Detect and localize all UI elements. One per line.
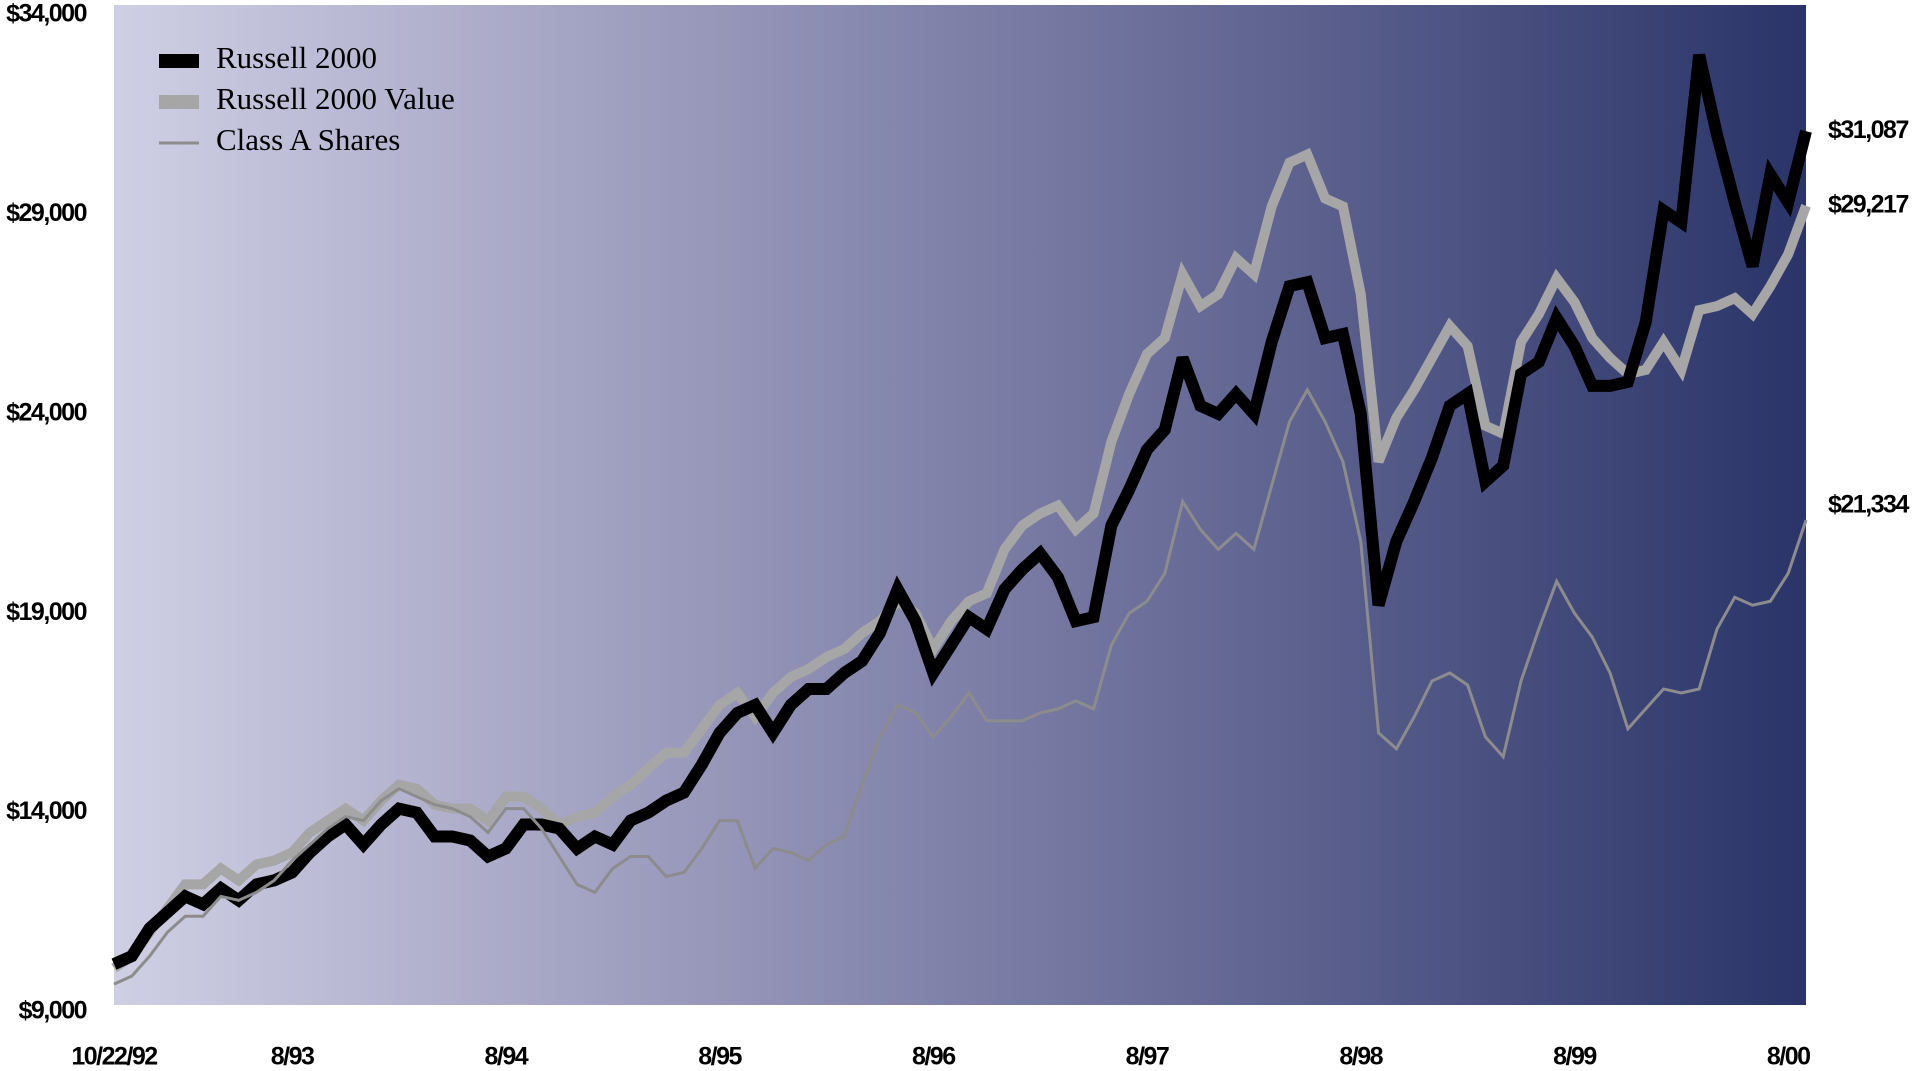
series-line (111, 53, 1812, 970)
legend: Russell 2000 Russell 2000 Value Class A Sh… (159, 40, 455, 157)
legend-label: Russell 2000 (216, 40, 377, 75)
legend-label: Class A Shares (216, 122, 400, 157)
end-label: $31,087 (1828, 116, 1908, 144)
y-tick-label: $34,000 (6, 0, 86, 28)
series-line (111, 147, 1811, 973)
x-tick-label: 8/98 (1339, 1043, 1383, 1071)
x-tick-label: 10/22/92 (71, 1043, 157, 1071)
end-label: $21,334 (1828, 491, 1909, 519)
y-tick-label: $24,000 (6, 398, 86, 426)
y-tick-label: $14,000 (6, 797, 86, 825)
plot-background (114, 5, 1806, 1005)
legend-label: Russell 2000 Value (216, 81, 455, 116)
end-label: $29,217 (1828, 190, 1908, 218)
x-tick-label: 8/94 (484, 1043, 528, 1071)
series-line (113, 386, 1808, 986)
x-tick-label: 8/99 (1553, 1043, 1596, 1071)
y-tick-label: $29,000 (6, 199, 86, 227)
x-tick-label: 8/97 (1126, 1043, 1169, 1071)
x-tick-label: 8/00 (1767, 1043, 1810, 1071)
x-tick-label: 8/96 (912, 1043, 955, 1071)
y-tick-label: $19,000 (6, 598, 86, 626)
x-tick-label: 8/95 (698, 1043, 742, 1071)
x-tick-label: 8/93 (271, 1043, 314, 1071)
y-tick-label: $9,000 (19, 997, 87, 1025)
